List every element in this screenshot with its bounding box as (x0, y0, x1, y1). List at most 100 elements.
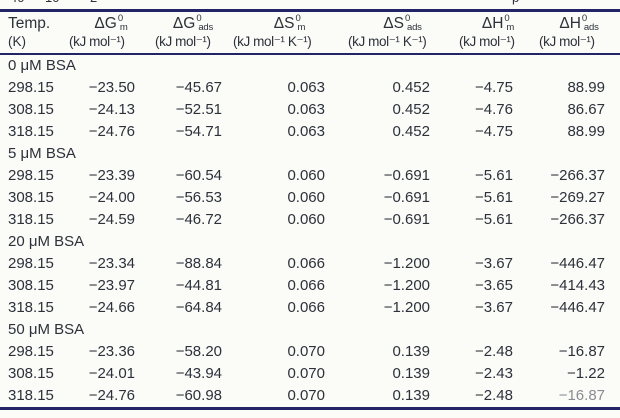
symbol-text: ΔG (94, 15, 117, 32)
column-header: Temp. (K) (0, 10, 68, 55)
table-header: Temp. (K) ΔG 0 m (kJ mol⁻¹) ΔG 0 ads (kJ mol⁻¹) ΔS… (0, 10, 620, 55)
data-cell: −1.22 (567, 365, 605, 382)
data-cell: 0.452 (392, 101, 430, 118)
column-symbol: Temp. (0, 14, 68, 33)
data-cell: −414.43 (550, 277, 605, 294)
data-cell: 0.070 (287, 387, 325, 404)
data-cell: −269.27 (550, 189, 605, 206)
symbol-text: Temp. (8, 15, 51, 32)
table-row: 308.15 −24.00 −56.53 0.060 −0.691 −5.61 −269.2… (0, 187, 620, 209)
data-cell: −46.72 (175, 211, 222, 228)
symbol-subscript: m (506, 21, 515, 33)
column-unit: (kJ mol⁻¹) (459, 34, 515, 49)
data-cell: −60.54 (175, 167, 222, 184)
table-row: 298.15 −23.34 −88.84 0.066 −1.200 −3.67 −446.4… (0, 253, 620, 275)
data-cell: 308.15 (8, 101, 54, 118)
header-row: Temp. (K) ΔG 0 m (kJ mol⁻¹) ΔG 0 ads (kJ mol⁻¹) ΔS… (0, 10, 620, 55)
symbol-superscript: 0 (117, 13, 123, 24)
section-label: 20 μM BSA (8, 233, 85, 250)
table-row: 298.15 −23.39 −60.54 0.060 −0.691 −5.61 −266.3… (0, 165, 620, 187)
column-unit: (kJ mol⁻¹) (69, 34, 125, 49)
section-label: 0 μM BSA (8, 57, 76, 74)
data-cell: 308.15 (8, 277, 54, 294)
column-unit: (kJ mol⁻¹ K⁻¹) (348, 34, 427, 49)
data-cell: 86.67 (567, 101, 605, 118)
column-header: ΔG 0 m (kJ mol⁻¹) (68, 10, 154, 55)
data-cell: −52.51 (175, 101, 222, 118)
data-cell: −23.97 (88, 277, 135, 294)
table-row: 298.15 −23.36 −58.20 0.070 0.139 −2.48 −16.87 (0, 341, 620, 363)
data-cell: 0.060 (287, 211, 325, 228)
section-row: 20 μM BSA (0, 231, 620, 253)
data-cell: 0.066 (287, 255, 325, 272)
data-cell: 0.060 (287, 167, 325, 184)
data-cell: −1.200 (383, 255, 430, 272)
table-body: 0 μM BSA 298.15 −23.50 −45.67 0.063 0.452 −4.7… (0, 54, 620, 409)
section-label: 5 μM BSA (8, 145, 76, 162)
column-unit: (kJ mol⁻¹) (155, 34, 211, 49)
column-unit: (K) (8, 34, 26, 49)
column-unit: (kJ mol⁻¹ K⁻¹) (233, 34, 312, 49)
data-cell: −23.36 (88, 343, 135, 360)
data-cell: −23.50 (88, 79, 135, 96)
symbol-subscript: ads (583, 21, 599, 33)
data-cell: 308.15 (8, 365, 54, 382)
table-row: 308.15 −24.01 −43.94 0.070 0.139 −2.43 −1.22 (0, 363, 620, 385)
column-header: ΔH 0 ads (kJ mol⁻¹) (538, 10, 620, 55)
column-header: ΔH 0 m (kJ mol⁻¹) (458, 10, 538, 55)
symbol-supsub: 0 ads (196, 14, 213, 32)
symbol-subscript: m (119, 21, 128, 33)
data-cell: 298.15 (8, 255, 54, 272)
column-header: ΔS 0 m (kJ mol⁻¹ K⁻¹) (232, 10, 347, 55)
symbol-supsub: 0 ads (405, 14, 422, 32)
section-row: 0 μM BSA (0, 54, 620, 77)
data-cell: −2.48 (475, 343, 513, 360)
data-cell: −24.66 (88, 299, 135, 316)
data-cell: 0.063 (287, 79, 325, 96)
data-cell: 0.070 (287, 365, 325, 382)
table-row: 308.15 −23.97 −44.81 0.066 −1.200 −3.65 −414.4… (0, 275, 620, 297)
data-cell: −446.47 (550, 255, 605, 272)
symbol-text: ΔH (559, 15, 581, 32)
data-cell: 0.452 (392, 79, 430, 96)
data-cell: −58.20 (175, 343, 222, 360)
caption-fragment: - (2, 0, 6, 5)
symbol-subscript: ads (406, 21, 422, 33)
symbol-text: ΔS (383, 15, 404, 32)
symbol-superscript: 0 (295, 13, 301, 24)
symbol-text: ΔS (273, 15, 295, 32)
symbol-supsub: 0 ads (582, 14, 599, 32)
thermodynamic-parameters-table: Temp. (K) ΔG 0 m (kJ mol⁻¹) ΔG 0 ads (kJ mol⁻¹) ΔS… (0, 9, 620, 410)
column-symbol: ΔS 0 ads (347, 14, 458, 33)
caption-fragment: 10 (45, 0, 59, 5)
data-cell: −24.00 (88, 189, 135, 206)
symbol-subscript: m (297, 21, 306, 33)
data-cell: 318.15 (8, 211, 54, 228)
data-cell: −1.200 (383, 277, 430, 294)
data-cell: −266.37 (550, 167, 605, 184)
data-cell: −2.48 (475, 387, 513, 404)
caption-fragment: - (74, 0, 78, 5)
data-cell: 0.066 (287, 299, 325, 316)
data-cell: −3.65 (475, 277, 513, 294)
symbol-subscript: ads (198, 21, 214, 33)
section-row: 5 μM BSA (0, 143, 620, 165)
data-cell: −23.34 (88, 255, 135, 272)
data-cell: 88.99 (567, 123, 605, 140)
data-cell: −0.691 (383, 167, 430, 184)
table-row: 308.15 −24.13 −52.51 0.063 0.452 −4.76 86.67 (0, 99, 620, 121)
column-unit: (kJ mol⁻¹) (539, 34, 595, 49)
symbol-superscript: 0 (504, 13, 510, 24)
data-cell: 318.15 (8, 387, 54, 404)
data-cell: 298.15 (8, 79, 54, 96)
data-cell: −5.61 (475, 211, 513, 228)
data-cell: −44.81 (175, 277, 222, 294)
data-cell: −56.53 (175, 189, 222, 206)
data-cell: −64.84 (175, 299, 222, 316)
table-row: 318.15 −24.76 −60.98 0.070 0.139 −2.48 −16.87 (0, 385, 620, 409)
data-cell: −60.98 (175, 387, 222, 404)
symbol-text: ΔH (481, 15, 504, 32)
